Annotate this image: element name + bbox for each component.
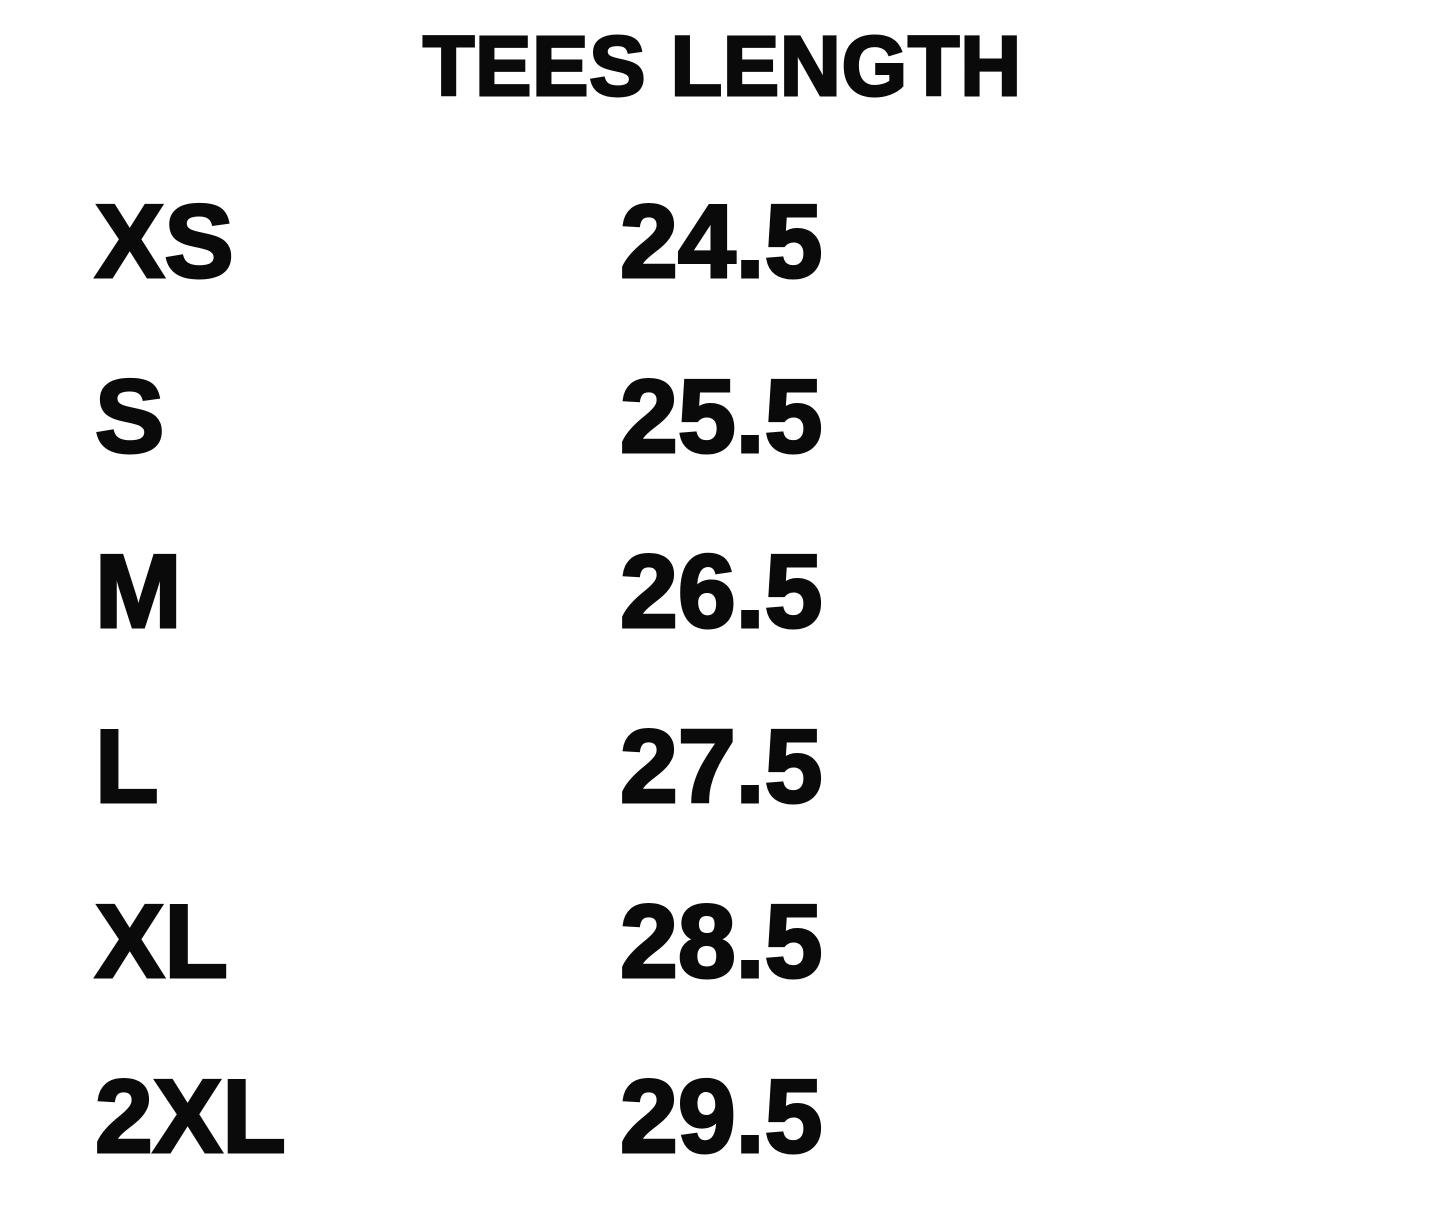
size-label: XS [94, 183, 236, 300]
table-row: 2XL 29.5 [0, 1029, 1445, 1204]
table-row: L 27.5 [0, 679, 1445, 854]
size-value: 24.5 [619, 183, 824, 300]
chart-title: TEES LENGTH [421, 19, 1023, 113]
table-row: S 25.5 [0, 329, 1445, 504]
table-row: M 26.5 [0, 504, 1445, 679]
size-value: 27.5 [619, 708, 824, 825]
size-label: M [94, 533, 184, 650]
size-table: XS 24.5 S 25.5 M 26.5 L 27.5 XL 28.5 2XL… [0, 154, 1445, 1204]
table-row: XS 24.5 [0, 154, 1445, 329]
size-value: 29.5 [619, 1058, 824, 1175]
size-value: 25.5 [619, 358, 824, 475]
size-label: L [94, 708, 161, 825]
size-label: S [94, 358, 166, 475]
size-label: XL [94, 883, 230, 1000]
size-label: 2XL [94, 1058, 288, 1175]
size-value: 26.5 [619, 533, 824, 650]
table-row: XL 28.5 [0, 854, 1445, 1029]
size-value: 28.5 [619, 883, 824, 1000]
